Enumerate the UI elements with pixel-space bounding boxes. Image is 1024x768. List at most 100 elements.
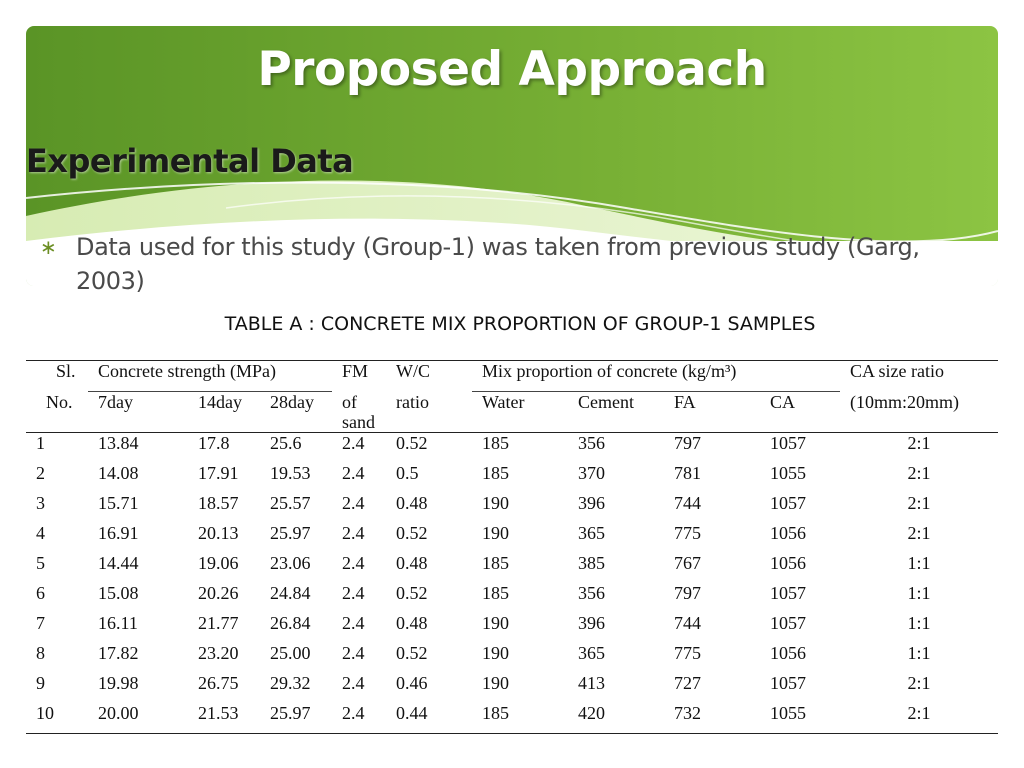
header-wc: W/C [386, 360, 472, 392]
cell-ca: 1056 [770, 552, 806, 573]
table-row: 9 19.98 26.75 29.32 2.4 0.46 190 413 727… [26, 673, 998, 703]
slide-title: Proposed Approach [257, 42, 767, 97]
cell-7day: 14.44 [98, 552, 139, 573]
cell-14day: 21.53 [188, 702, 260, 734]
cell-cement: 385 [578, 552, 605, 573]
table-row: 1 13.84 17.8 25.6 2.4 0.52 185 356 797 1… [26, 432, 998, 463]
cell-ca: 1057 [770, 492, 806, 513]
cell-sl: 8 [36, 642, 45, 663]
header-no: No. [26, 391, 88, 433]
cell-fa: 797 [674, 582, 701, 603]
cell-fm: 2.4 [342, 432, 365, 453]
table-body: 1 13.84 17.8 25.6 2.4 0.52 185 356 797 1… [26, 432, 998, 734]
cell-wc: 0.46 [396, 672, 428, 693]
bullet-icon: ∗ [40, 235, 57, 259]
cell-ca-size: 1:1 [907, 642, 931, 663]
cell-ca-size: 1:1 [907, 612, 931, 633]
cell-wc: 0.5 [396, 462, 419, 483]
cell-water: 185 [482, 462, 509, 483]
bullet-item: ∗ Data used for this study (Group-1) was… [40, 230, 960, 298]
cell-28day: 25.97 [270, 522, 311, 543]
cell-28day: 19.53 [270, 462, 311, 483]
cell-wc: 0.48 [396, 492, 428, 513]
cell-wc: 0.52 [396, 582, 428, 603]
cell-cement: 356 [578, 582, 605, 603]
cell-water: 190 [482, 672, 509, 693]
bullet-text: Data used for this study (Group-1) was t… [76, 233, 920, 295]
cell-28day: 26.84 [270, 612, 311, 633]
table-caption: TABLE A : CONCRETE MIX PROPORTION OF GRO… [224, 313, 816, 335]
header-fa: FA [664, 391, 760, 433]
header-mix-proportion: Mix proportion of concrete (kg/m³) [472, 360, 840, 392]
header-28day: 28day [260, 391, 332, 433]
header-fm: FM [332, 360, 386, 392]
cell-ca: 1056 [770, 522, 806, 543]
cell-sl: 10 [26, 702, 88, 734]
cell-ca: 1057 [770, 432, 806, 453]
table-row: 5 14.44 19.06 23.06 2.4 0.48 185 385 767… [26, 553, 998, 583]
cell-sl: 5 [36, 552, 45, 573]
mix-proportion-table: Sl. Concrete strength (MPa) FM W/C Mix p… [26, 360, 998, 734]
header-water: Water [472, 391, 568, 433]
cell-fa: 744 [674, 612, 701, 633]
cell-7day: 16.91 [98, 522, 139, 543]
header-sand: sand [342, 411, 375, 432]
header-cement: Cement [568, 391, 664, 433]
cell-sl: 7 [36, 612, 45, 633]
table-row: 2 14.08 17.91 19.53 2.4 0.5 185 370 781 … [26, 463, 998, 493]
cell-wc: 0.48 [396, 552, 428, 573]
header-of: of [342, 391, 357, 412]
cell-14day: 21.77 [198, 612, 239, 633]
header-banner [26, 26, 998, 286]
table-header-row-2: No. 7day 14day 28day of sand ratio Water… [26, 391, 998, 433]
cell-7day: 15.08 [98, 582, 139, 603]
cell-wc: 0.52 [396, 432, 428, 453]
header-ratio: ratio [386, 391, 472, 433]
cell-ca-size: 2:1 [907, 462, 931, 483]
table-row: 3 15.71 18.57 25.57 2.4 0.48 190 396 744… [26, 493, 998, 523]
cell-ca: 1056 [770, 642, 806, 663]
cell-28day: 25.00 [270, 642, 311, 663]
cell-water: 190 [482, 612, 509, 633]
cell-7day: 20.00 [88, 702, 188, 734]
cell-fm: 2.4 [342, 552, 365, 573]
cell-14day: 17.91 [198, 462, 239, 483]
cell-fm: 2.4 [342, 612, 365, 633]
cell-28day: 23.06 [270, 552, 311, 573]
cell-wc: 0.48 [396, 612, 428, 633]
cell-14day: 17.8 [198, 432, 230, 453]
cell-ca: 1055 [760, 702, 840, 734]
cell-ca-size: 1:1 [907, 582, 931, 603]
table-row: 4 16.91 20.13 25.97 2.4 0.52 190 365 775… [26, 523, 998, 553]
header-of-sand: of sand [332, 391, 386, 433]
table-row: 7 16.11 21.77 26.84 2.4 0.48 190 396 744… [26, 613, 998, 643]
cell-cement: 356 [578, 432, 605, 453]
cell-water: 190 [482, 642, 509, 663]
cell-ca-size: 2:1 [907, 672, 931, 693]
table-header-row-1: Sl. Concrete strength (MPa) FM W/C Mix p… [26, 360, 998, 392]
cell-fa: 744 [674, 492, 701, 513]
cell-14day: 20.26 [198, 582, 239, 603]
cell-fa: 775 [674, 522, 701, 543]
cell-wc: 0.52 [396, 522, 428, 543]
cell-7day: 14.08 [98, 462, 139, 483]
cell-fm: 2.4 [342, 492, 365, 513]
header-concrete-strength: Concrete strength (MPa) [88, 360, 332, 392]
header-sl: Sl. [26, 360, 88, 392]
slide-subtitle: Experimental Data [26, 142, 354, 180]
header-ca-size-units: (10mm:20mm) [840, 391, 998, 433]
cell-cement: 396 [578, 612, 605, 633]
table-row: 10 20.00 21.53 25.97 2.4 0.44 185 420 73… [26, 702, 998, 734]
header-14day: 14day [188, 391, 260, 433]
cell-28day: 24.84 [270, 582, 311, 603]
cell-ca-size: 2:1 [907, 492, 931, 513]
cell-wc: 0.52 [396, 642, 428, 663]
cell-14day: 23.20 [198, 642, 239, 663]
cell-fm: 2.4 [332, 702, 386, 734]
cell-ca-size: 2:1 [840, 702, 998, 734]
cell-sl: 3 [36, 492, 45, 513]
cell-cement: 420 [568, 702, 664, 734]
cell-water: 190 [482, 492, 509, 513]
cell-fm: 2.4 [342, 672, 365, 693]
header-ca: CA [760, 391, 840, 433]
